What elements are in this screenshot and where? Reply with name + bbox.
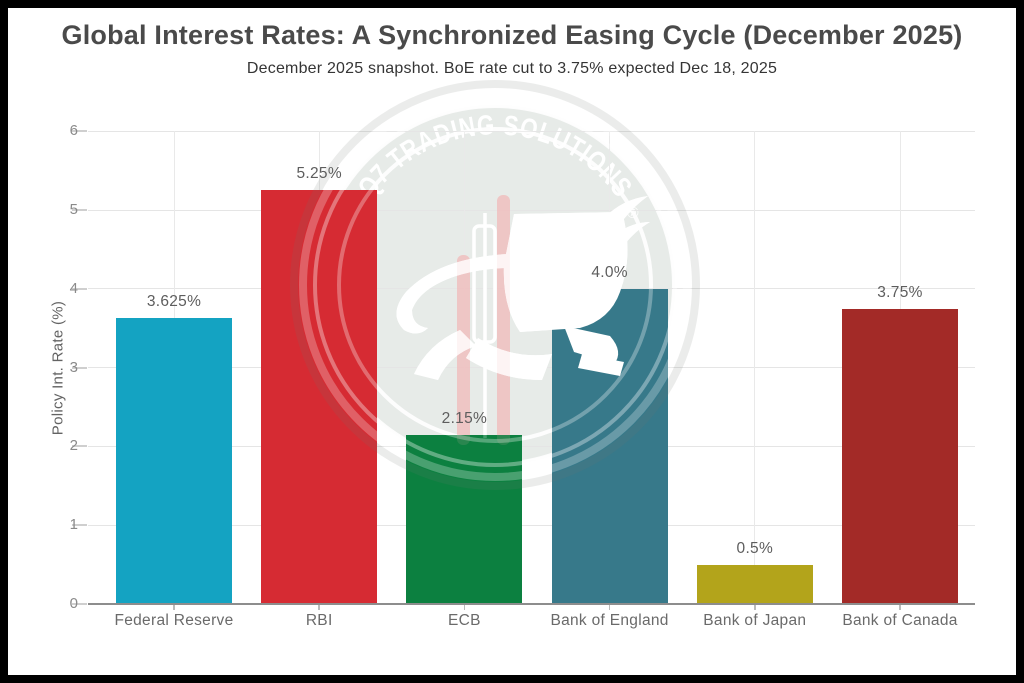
y-tick-mark bbox=[72, 445, 87, 448]
y-tick-label: 6 bbox=[69, 122, 78, 140]
bar bbox=[696, 564, 813, 604]
y-axis-title: Policy Int. Rate (%) bbox=[49, 300, 67, 436]
x-tick-label: Bank of Japan bbox=[703, 612, 807, 629]
gridline-horizontal bbox=[88, 130, 975, 132]
x-tick-label: Federal Reserve bbox=[114, 612, 234, 629]
chart-title: Global Interest Rates: A Synchronized Ea… bbox=[61, 20, 963, 50]
x-tick-label: Bank of Canada bbox=[842, 612, 958, 629]
x-tick-mark bbox=[318, 605, 320, 610]
bar bbox=[116, 318, 232, 604]
bar bbox=[842, 308, 958, 604]
bars bbox=[8, 8, 1016, 675]
bar-value-label: 4.0% bbox=[591, 263, 628, 281]
x-tick-label: RBI bbox=[305, 612, 333, 629]
bar-value-label: 2.15% bbox=[441, 409, 488, 427]
x-tick-mark bbox=[463, 605, 466, 610]
x-tick-mark bbox=[899, 605, 901, 610]
chart-canvas: Global Interest Rates: A Synchronized Ea… bbox=[8, 8, 1016, 675]
x-axis-line bbox=[88, 603, 975, 605]
x-tick-label: Bank of England bbox=[550, 612, 669, 629]
bar bbox=[406, 434, 523, 604]
y-tick-label: 5 bbox=[69, 201, 78, 218]
y-tick-mark bbox=[72, 366, 87, 369]
axis-and-labels: 3.625% Federal Reserve 5.25% RBI 2.15% ECB 4.0… bbox=[8, 8, 1016, 675]
y-tick-mark bbox=[72, 524, 87, 527]
bar bbox=[261, 190, 378, 604]
y-tick-mark bbox=[72, 209, 87, 211]
y-tick-label: 3 bbox=[69, 358, 78, 376]
y-tick-mark bbox=[72, 130, 87, 133]
gridline-horizontal bbox=[88, 209, 975, 211]
x-tick-mark bbox=[754, 605, 756, 610]
y-tick-label: 2 bbox=[69, 437, 78, 455]
y-tick-label: 0 bbox=[69, 595, 78, 612]
chart-subtitle: December 2025 snapshot. BoE rate cut to … bbox=[246, 60, 778, 77]
gridline-vertical bbox=[754, 131, 756, 604]
x-tick-label: ECB bbox=[448, 612, 481, 629]
gridline-horizontal bbox=[88, 524, 975, 526]
gridline-horizontal bbox=[88, 445, 975, 447]
bar-value-label: 3.75% bbox=[877, 283, 923, 301]
y-tick-mark bbox=[72, 287, 87, 290]
bar-value-label: 3.625% bbox=[146, 293, 202, 311]
watermark-front bbox=[290, 80, 700, 490]
y-tick-mark bbox=[72, 603, 87, 605]
x-tick-mark bbox=[608, 605, 611, 610]
x-tick-mark bbox=[173, 605, 175, 610]
y-tick-label: 4 bbox=[69, 279, 78, 297]
bar-value-label: 5.25% bbox=[296, 165, 342, 183]
bar-value-label: 0.5% bbox=[736, 539, 774, 557]
y-tick-label: 1 bbox=[69, 516, 78, 534]
